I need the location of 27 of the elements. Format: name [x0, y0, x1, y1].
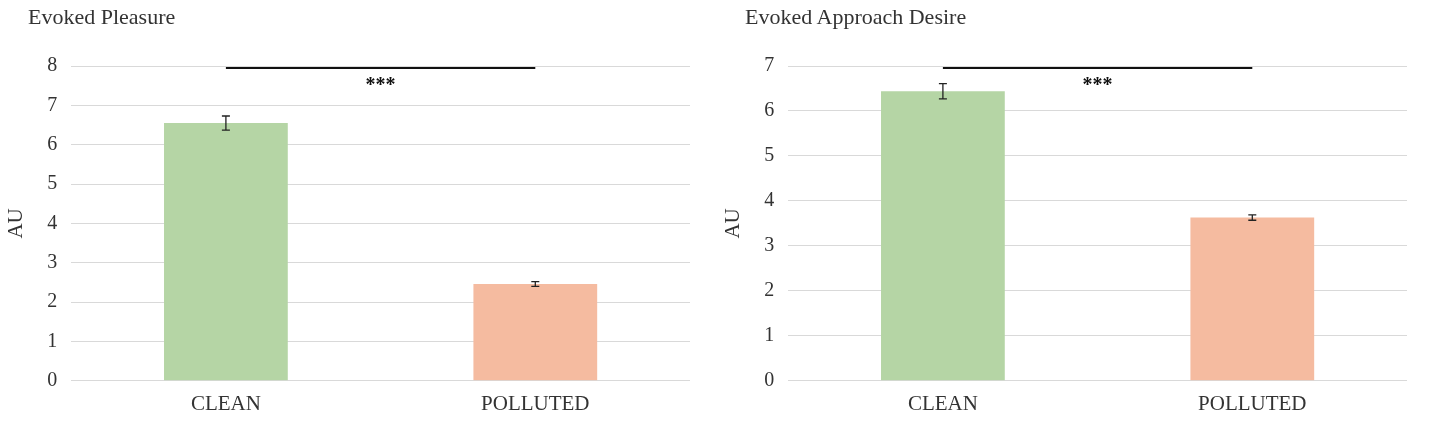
- y-axis-title: AU: [3, 208, 28, 239]
- y-tick-label: 2: [764, 278, 775, 301]
- x-tick-label: POLLUTED: [481, 390, 590, 415]
- y-tick-label: 5: [764, 143, 775, 166]
- y-tick-label: 0: [764, 368, 775, 391]
- y-tick-label: 7: [764, 53, 775, 76]
- y-tick-label: 7: [47, 92, 58, 115]
- chart-title: Evoked Pleasure: [28, 4, 176, 30]
- y-tick-label: 1: [47, 328, 58, 351]
- y-tick-label: 4: [47, 210, 58, 233]
- y-tick-label: 1: [764, 323, 775, 346]
- y-tick-label: 5: [47, 171, 58, 194]
- annotation: ***: [1082, 73, 1113, 96]
- annotation: ***: [365, 73, 396, 96]
- x-tick-label: POLLUTED: [1198, 390, 1307, 415]
- y-tick-label: 0: [47, 368, 58, 391]
- y-tick-label: 3: [47, 250, 58, 272]
- y-tick-label: 4: [764, 188, 775, 211]
- y-tick-label: 2: [47, 289, 58, 312]
- y-tick-label: 6: [764, 98, 775, 121]
- y-tick-label: 6: [47, 131, 58, 154]
- chart-title: Evoked Approach Desire: [745, 4, 967, 30]
- y-axis-title: AU: [720, 208, 745, 239]
- x-tick-label: CLEAN: [190, 390, 261, 415]
- x-tick-label: CLEAN: [907, 390, 978, 415]
- y-tick-label: 3: [764, 233, 775, 256]
- y-tick-label: 8: [47, 53, 58, 76]
